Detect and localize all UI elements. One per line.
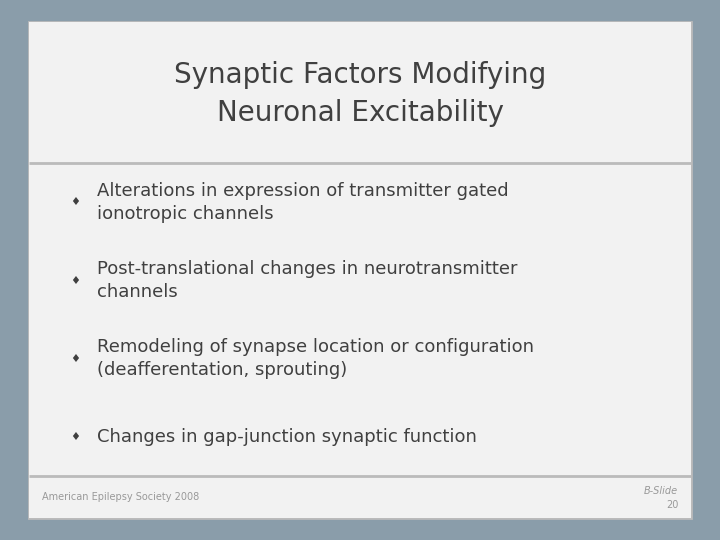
Text: American Epilepsy Society 2008: American Epilepsy Society 2008 <box>42 492 199 502</box>
Text: ♦: ♦ <box>71 432 81 442</box>
FancyBboxPatch shape <box>29 476 691 518</box>
Text: ♦: ♦ <box>71 197 81 207</box>
Text: Neuronal Excitability: Neuronal Excitability <box>217 99 503 127</box>
Text: B-Slide: B-Slide <box>644 486 678 496</box>
Text: Synaptic Factors Modifying: Synaptic Factors Modifying <box>174 60 546 89</box>
Text: Post-translational changes in neurotransmitter
channels: Post-translational changes in neurotrans… <box>97 260 518 301</box>
FancyBboxPatch shape <box>29 163 691 476</box>
Text: Changes in gap-junction synaptic function: Changes in gap-junction synaptic functio… <box>97 428 477 446</box>
Text: Remodeling of synapse location or configuration
(deafferentation, sprouting): Remodeling of synapse location or config… <box>97 339 534 379</box>
FancyBboxPatch shape <box>29 22 691 163</box>
Text: 20: 20 <box>666 500 678 510</box>
Text: Alterations in expression of transmitter gated
ionotropic channels: Alterations in expression of transmitter… <box>97 182 509 223</box>
Text: ♦: ♦ <box>71 354 81 364</box>
Text: ♦: ♦ <box>71 275 81 286</box>
FancyBboxPatch shape <box>29 22 691 518</box>
